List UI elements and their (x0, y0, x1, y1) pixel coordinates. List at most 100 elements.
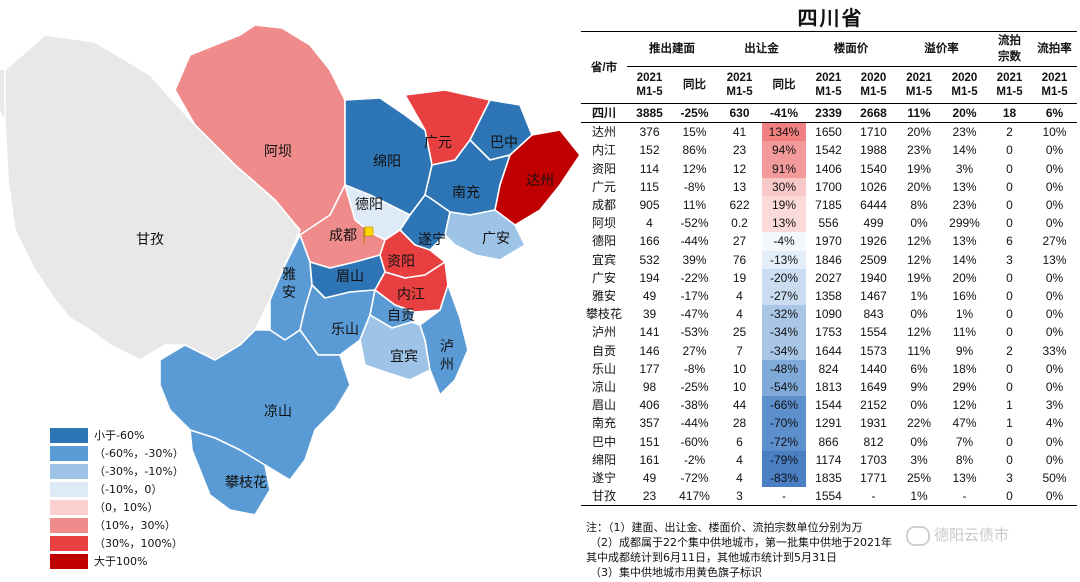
cell-6: 0% (910, 398, 928, 413)
legend-swatch (50, 553, 88, 569)
cell-4: 1813 (815, 380, 842, 395)
cell-3: -20% (762, 268, 806, 288)
legend-label: （10%，30%） (94, 519, 176, 532)
cell-0: 151 (639, 434, 660, 449)
cell-7: 8% (955, 452, 974, 467)
cell-5: 2668 (851, 103, 896, 124)
table-row: 乐山 177 -8% 10 -48% 824 1440 6% 18% 0 0% (581, 359, 1077, 379)
table-row: 达州 376 15% 41 134% 1650 1710 20% 23% 2 10% (581, 122, 1077, 142)
header-group-build-area: 推出建面 (627, 31, 717, 67)
cell-1: 417% (672, 487, 717, 507)
header-group-transfer-fee: 出让金 (717, 31, 806, 67)
cell-8: 0 (1006, 143, 1013, 158)
cell-2: 4 (736, 307, 743, 322)
legend-label: （-60%，-30%） (94, 447, 184, 460)
cell-6: 22% (906, 416, 932, 431)
cell-3: -41% (762, 103, 806, 124)
cell-5: - (851, 487, 896, 507)
map-label-yibin: 宜宾 (390, 349, 418, 365)
cell-0: 357 (639, 416, 660, 431)
cell-city: 绵阳 (591, 452, 616, 467)
legend-swatch (50, 445, 88, 461)
cell-5: 1940 (860, 270, 887, 285)
cell-8: 0 (1006, 198, 1013, 213)
table-row: 成都 905 11% 622 19% 7185 6444 8% 23% 0 0% (581, 196, 1077, 215)
cell-7: 13% (952, 471, 977, 486)
cell-2: 6 (736, 434, 743, 449)
map-label-suining: 遂宁 (418, 231, 446, 248)
cell-2: 13 (732, 179, 747, 194)
cell-0: 406 (639, 398, 660, 413)
cell-7: 18% (952, 361, 977, 376)
header-sub-8: 2021 M1-5 (987, 66, 1032, 104)
cell-1: -25% (680, 380, 709, 395)
cell-2: 3 (717, 487, 762, 507)
cell-1: -2% (683, 452, 706, 467)
table-row: 广安 194 -22% 19 -20% 2027 1940 19% 20% 0 0% (581, 268, 1077, 288)
cell-6: 8% (910, 198, 928, 213)
cell-8: 0 (1006, 325, 1013, 340)
cell-9: 10% (1042, 125, 1067, 140)
table-row: 甘孜 23 417% 3-1554-1% -0 0% (581, 487, 1077, 507)
cell-5: 1703 (860, 452, 887, 467)
cell-6: 12% (906, 252, 932, 267)
cell-1: -47% (680, 307, 709, 322)
table-header-groups: 省/市 推出建面 出让金 楼面价 溢价率 流拍宗数 流拍率 (581, 31, 1077, 104)
cell-9: 0% (1045, 452, 1064, 467)
map-label-liangshan: 凉山 (264, 404, 292, 420)
cell-3: -72% (762, 432, 806, 451)
cell-1: -8% (683, 361, 706, 376)
cell-city: 遂宁 (591, 471, 616, 486)
cell-7: 9% (955, 343, 974, 358)
cell-3: 30% (762, 177, 806, 197)
cell-1: -44% (680, 416, 709, 431)
table-row: 广元 115 -8% 13 30% 1700 1026 20% 13% 0 0% (581, 177, 1077, 197)
cell-0: 376 (639, 125, 660, 140)
footnote-3: 其中成都统计到6月11日，其他城市统计到5月31日 (586, 551, 837, 564)
cell-6: 9% (910, 380, 928, 395)
cell-8: 2 (1006, 343, 1013, 358)
legend-label: （-30%，-10%） (94, 465, 184, 478)
table-row: 凉山 98 -25% 10 -54% 1813 1649 9% 29% 0 0% (581, 378, 1077, 397)
cell-8: 2 (1006, 125, 1013, 140)
cell-9: 0% (1045, 289, 1064, 304)
cell-5: 499 (863, 216, 884, 231)
table-row: 遂宁 49 -72% 4 -83% 1835 1771 25% 13% 3 50% (581, 469, 1077, 488)
cell-9: 0% (1045, 161, 1064, 176)
cell-5: 1554 (860, 325, 887, 340)
table-row: 宜宾 532 39% 76 -13% 1846 2509 12% 14% 3 13% (581, 250, 1077, 269)
cell-1: -22% (680, 270, 709, 285)
cell-3: -34% (762, 341, 806, 360)
cell-8: 0 (1006, 216, 1013, 231)
map-label-chengdu: 成都 (329, 228, 357, 244)
cell-1: 27% (682, 343, 707, 358)
cell-city: 乐山 (591, 361, 616, 376)
cell-9: 0% (1032, 487, 1077, 507)
map-label-panzhihua: 攀枝花 (225, 475, 267, 491)
legend-swatch (50, 535, 88, 551)
cell-city: 巴中 (591, 434, 616, 449)
cell-7: - (942, 487, 987, 507)
header-sub-5: 2020 M1-5 (851, 66, 896, 104)
table-row: 南充 357 -44% 28 -70% 1291 1931 22% 47% 1 4% (581, 414, 1077, 433)
cell-9: 0% (1045, 198, 1064, 213)
cell-5: 1926 (860, 234, 887, 249)
cell-9: 0% (1045, 361, 1064, 376)
cell-city: 成都 (591, 198, 616, 213)
cell-8: 0 (1006, 289, 1013, 304)
cell-1: -52% (680, 216, 709, 231)
cell-8: 1 (1006, 398, 1013, 413)
cell-1: -8% (683, 179, 706, 194)
legend-item: （-10%，0） (50, 480, 184, 498)
cell-9: 0% (1045, 216, 1064, 231)
cell-2: 27 (732, 234, 747, 249)
cell-1: 86% (682, 143, 707, 158)
cell-6: 11% (907, 343, 931, 358)
map-label-guangyuan: 广元 (424, 135, 452, 151)
header-group-failed-rate: 流拍率 (1032, 31, 1077, 67)
cell-6: 20% (906, 179, 932, 194)
cell-2: 630 (717, 103, 762, 124)
cell-0: 166 (639, 234, 660, 249)
cell-1: -72% (680, 471, 709, 486)
cell-city: 广安 (591, 270, 616, 285)
